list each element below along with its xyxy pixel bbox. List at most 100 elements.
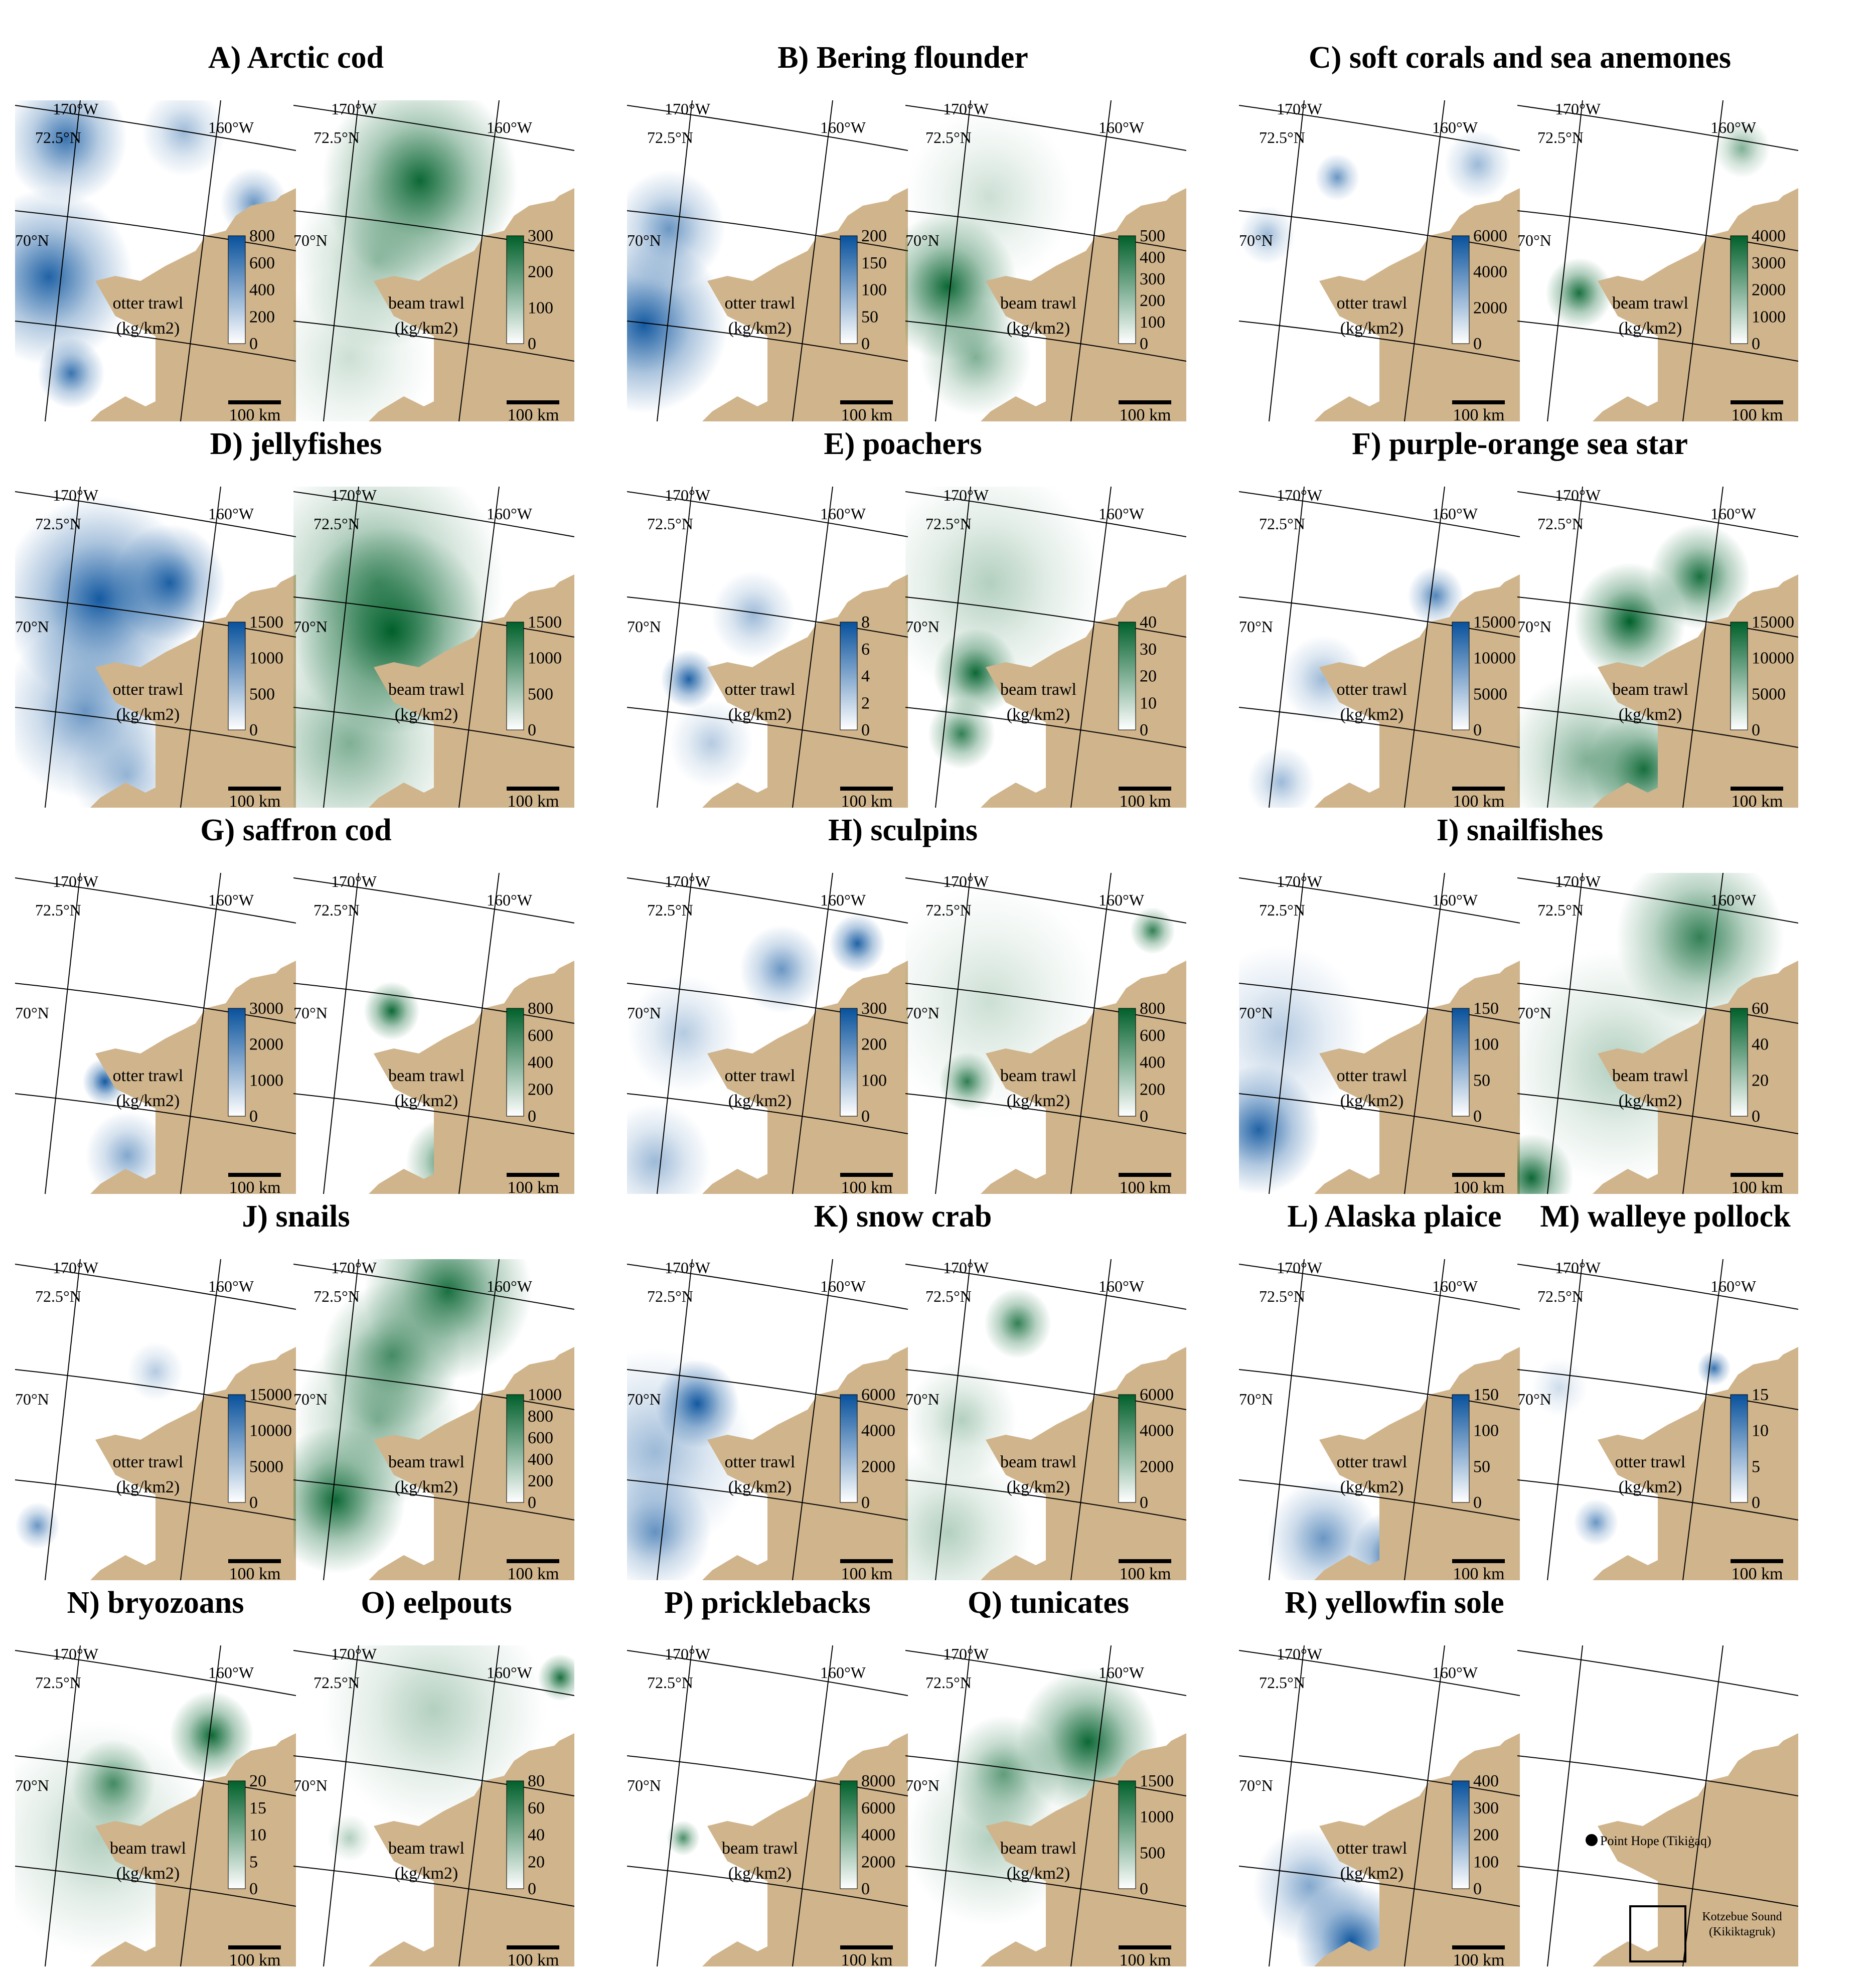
graticule-line — [15, 1264, 296, 1310]
legend-tick-label: 100 — [1473, 1035, 1499, 1054]
panel-title: R) yellowfin sole — [1285, 1586, 1504, 1620]
graticule-line — [627, 321, 908, 362]
map-svg: 170°W 160°W 72.5°N 70°N 200 150 100 50 0 otter tr… — [627, 100, 908, 421]
unit-label: (kg/km2) — [116, 1478, 180, 1496]
lon-label-160w: 160°W — [1432, 505, 1478, 523]
graticule-line — [627, 1479, 908, 1521]
lon-label-160w: 160°W — [208, 1663, 254, 1682]
scale-bar — [1731, 400, 1783, 404]
land-south-coast — [1314, 379, 1520, 421]
graticule-line — [1269, 1645, 1305, 1966]
lon-label-160w: 160°W — [1432, 118, 1478, 136]
trawl-type-label: otter trawl — [113, 680, 184, 699]
scale-bar — [1731, 787, 1783, 791]
legend-tick-label: 15000 — [1473, 613, 1516, 632]
legend-tick-label: 15000 — [249, 1386, 292, 1404]
lon-label-170w: 170°W — [665, 873, 711, 890]
graticule-line — [1517, 321, 1798, 362]
graticule-line — [15, 1755, 296, 1796]
graticule-line — [1404, 487, 1445, 808]
lat-label-70n: 70°N — [293, 1004, 328, 1022]
legend-colorbar — [228, 622, 246, 730]
abundance-hotspot — [984, 1288, 1052, 1359]
trawl-type-label: beam trawl — [1000, 680, 1076, 699]
unit-label: (kg/km2) — [1007, 319, 1070, 338]
panel-title: H) sculpins — [828, 813, 978, 847]
scale-bar-label: 100 km — [508, 406, 559, 421]
lat-label-72-5n: 72.5°N — [314, 901, 360, 919]
lon-label-170w: 170°W — [331, 487, 377, 504]
graticule-line — [15, 983, 296, 1024]
unit-label: (kg/km2) — [1340, 319, 1404, 338]
land-south-coast — [90, 1538, 296, 1580]
map-svg: 170°W 160°W 72.5°N 70°N 4000 3000 2000 1000 0 bea… — [1517, 100, 1798, 421]
legend-colorbar — [840, 235, 858, 344]
trawl-type-label: beam trawl — [1000, 1067, 1076, 1085]
lon-label-170w: 170°W — [1555, 873, 1601, 890]
map-svg: 170°W 160°W 72.5°N 70°N 6000 4000 2000 0 otter t… — [627, 1259, 908, 1580]
lon-label-160w: 160°W — [1099, 505, 1145, 523]
unit-label: (kg/km2) — [728, 1864, 792, 1883]
graticule-line — [627, 1264, 908, 1310]
legend-tick-label: 1000 — [528, 1386, 562, 1404]
land-south-coast — [1314, 1924, 1520, 1966]
scale-bar — [228, 1945, 281, 1949]
graticule-line — [935, 1645, 971, 1966]
legend-tick-label: 1000 — [1140, 1808, 1174, 1827]
legend-tick-label: 200 — [528, 1472, 553, 1490]
legend-tick-label: 150 — [1473, 1386, 1499, 1404]
legend-tick-label: 10 — [249, 1826, 266, 1845]
graticule-line — [905, 321, 1186, 362]
trawl-type-label: otter trawl — [725, 1453, 796, 1471]
abundance-hotspot — [1239, 206, 1295, 265]
legend-tick-label: 100 — [528, 298, 553, 317]
lon-label-170w: 170°W — [665, 487, 711, 504]
legend-tick-label: 2000 — [861, 1457, 895, 1476]
legend-tick-label: 0 — [861, 335, 870, 353]
legend-tick-label: 150 — [1473, 999, 1499, 1018]
graticule-line — [15, 1369, 296, 1410]
legend-tick-label: 20 — [528, 1853, 545, 1871]
lat-label-70n: 70°N — [627, 1776, 661, 1794]
legend-tick-label: 6000 — [861, 1799, 895, 1817]
legend-colorbar — [506, 622, 524, 730]
graticule-line — [627, 707, 908, 748]
map-I-beam: 170°W 160°W 72.5°N 70°N 60 40 20 0 beam trawl (kg… — [1517, 873, 1798, 1194]
unit-label: (kg/km2) — [116, 1864, 180, 1883]
legend-colorbar — [1118, 235, 1136, 344]
panel-title: A) Arctic cod — [208, 41, 384, 75]
graticule-line — [905, 210, 1186, 251]
graticule-line — [1517, 1755, 1798, 1796]
graticule-line — [627, 1866, 908, 1907]
legend-tick-label: 1000 — [249, 1071, 283, 1090]
graticule-line — [1239, 1650, 1520, 1696]
abundance-hotspot — [170, 1691, 254, 1780]
abundance-hotspot — [37, 338, 105, 409]
graticule-line — [935, 873, 971, 1194]
trawl-type-label: otter trawl — [725, 294, 796, 313]
lon-label-170w: 170°W — [1277, 100, 1323, 118]
lat-label-70n: 70°N — [1239, 1390, 1273, 1408]
graticule-line — [627, 1369, 908, 1410]
legend-tick-label: 3000 — [249, 999, 283, 1018]
abundance-hotspot — [1408, 566, 1464, 626]
graticule-line — [1404, 100, 1445, 421]
lat-label-72-5n: 72.5°N — [35, 1674, 81, 1692]
lat-label-70n: 70°N — [905, 1004, 940, 1022]
map-svg: 170°W 160°W 72.5°N 70°N 150 100 50 0 otter trawl… — [1239, 1259, 1520, 1580]
lat-label-72-5n: 72.5°N — [647, 901, 693, 919]
graticule-line — [180, 873, 221, 1194]
graticule-line — [627, 983, 908, 1024]
graticule-line — [1269, 487, 1305, 808]
legend-tick-label: 400 — [528, 1053, 553, 1072]
graticule-line — [458, 1645, 500, 1966]
lat-label-70n: 70°N — [15, 1004, 49, 1022]
scale-bar-label: 100 km — [229, 1565, 281, 1580]
legend-tick-label: 0 — [1140, 335, 1148, 353]
graticule-line — [1682, 1259, 1724, 1580]
lat-label-70n: 70°N — [1517, 1004, 1551, 1022]
unit-label: (kg/km2) — [395, 1864, 458, 1883]
unit-label: (kg/km2) — [395, 705, 458, 724]
legend-tick-label: 300 — [528, 227, 553, 245]
legend-tick-label: 600 — [528, 1026, 553, 1045]
